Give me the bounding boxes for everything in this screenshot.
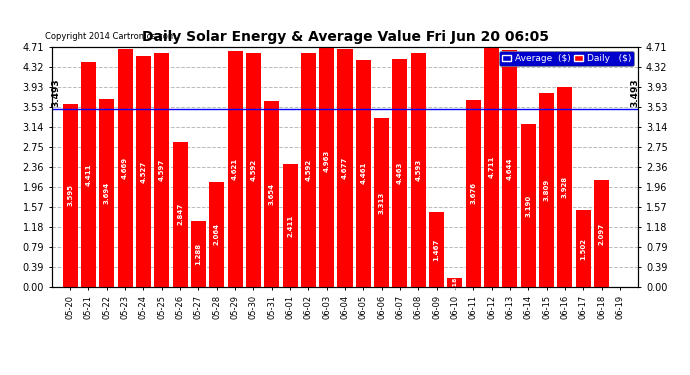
- Text: 4.644: 4.644: [507, 157, 513, 180]
- Text: 4.527: 4.527: [140, 160, 146, 183]
- Bar: [81, 62, 96, 287]
- Bar: [429, 212, 444, 287]
- Bar: [594, 180, 609, 287]
- Text: 1.502: 1.502: [580, 238, 586, 260]
- Bar: [228, 51, 243, 287]
- Bar: [411, 53, 426, 287]
- Bar: [264, 100, 279, 287]
- Text: 3.676: 3.676: [471, 182, 476, 204]
- Text: 4.711: 4.711: [489, 156, 495, 178]
- Bar: [374, 118, 389, 287]
- Bar: [558, 87, 573, 287]
- Text: 4.463: 4.463: [397, 162, 403, 184]
- Bar: [191, 221, 206, 287]
- Bar: [282, 164, 297, 287]
- Text: 3.190: 3.190: [525, 195, 531, 217]
- Text: 3.595: 3.595: [67, 184, 73, 206]
- Bar: [356, 60, 371, 287]
- Bar: [301, 53, 316, 287]
- Bar: [209, 182, 224, 287]
- Text: 4.677: 4.677: [342, 157, 348, 179]
- Text: 3.313: 3.313: [379, 191, 384, 214]
- Text: 4.592: 4.592: [306, 159, 311, 181]
- Bar: [99, 99, 115, 287]
- Bar: [447, 278, 462, 287]
- Bar: [337, 48, 353, 287]
- Title: Daily Solar Energy & Average Value Fri Jun 20 06:05: Daily Solar Energy & Average Value Fri J…: [141, 30, 549, 44]
- Bar: [172, 142, 188, 287]
- Text: 0.183: 0.183: [453, 272, 457, 292]
- Text: 4.669: 4.669: [122, 157, 128, 179]
- Bar: [154, 53, 169, 287]
- Text: 4.592: 4.592: [250, 159, 257, 181]
- Bar: [63, 104, 77, 287]
- Text: 2.411: 2.411: [287, 214, 293, 237]
- Text: 4.593: 4.593: [415, 159, 422, 181]
- Bar: [484, 47, 499, 287]
- Text: 3.809: 3.809: [544, 179, 550, 201]
- Text: 4.963: 4.963: [324, 149, 330, 171]
- Text: 3.694: 3.694: [104, 182, 110, 204]
- Legend: Average  ($), Daily   ($): Average ($), Daily ($): [500, 51, 633, 66]
- Bar: [575, 210, 591, 287]
- Bar: [136, 56, 151, 287]
- Text: 4.411: 4.411: [86, 163, 91, 186]
- Text: 3.928: 3.928: [562, 176, 568, 198]
- Bar: [521, 124, 536, 287]
- Text: Copyright 2014 Cartronics.com: Copyright 2014 Cartronics.com: [45, 32, 176, 41]
- Bar: [117, 49, 132, 287]
- Bar: [466, 100, 481, 287]
- Bar: [539, 93, 554, 287]
- Text: 2.064: 2.064: [214, 223, 219, 245]
- Bar: [319, 34, 334, 287]
- Text: 4.597: 4.597: [159, 159, 165, 181]
- Text: 4.461: 4.461: [360, 162, 366, 184]
- Text: 3.493: 3.493: [630, 79, 639, 107]
- Bar: [502, 50, 518, 287]
- Text: 4.621: 4.621: [232, 158, 238, 180]
- Text: 2.097: 2.097: [599, 222, 604, 245]
- Bar: [393, 60, 408, 287]
- Text: 2.847: 2.847: [177, 203, 183, 225]
- Text: 1.288: 1.288: [195, 243, 201, 265]
- Text: 3.493: 3.493: [51, 79, 60, 107]
- Text: 1.467: 1.467: [433, 238, 440, 261]
- Bar: [246, 53, 261, 287]
- Text: 3.654: 3.654: [268, 183, 275, 205]
